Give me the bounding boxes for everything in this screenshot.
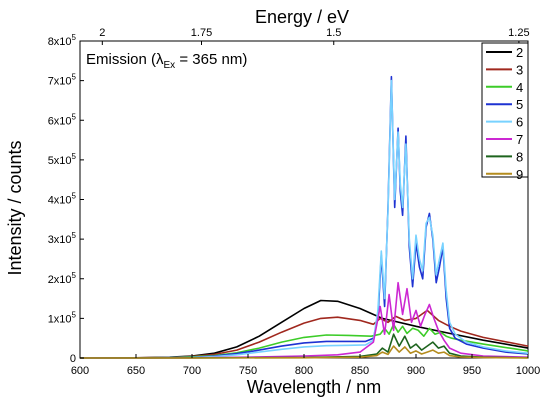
annotation-suffix: = 365 nm) <box>175 51 247 68</box>
x2-tick-label: 1.5 <box>326 27 341 39</box>
x-tick-label: 800 <box>295 365 313 377</box>
legend-label-7: 7 <box>516 132 523 147</box>
x-tick-label: 750 <box>239 365 257 377</box>
plot-frame-group <box>79 40 529 359</box>
legend-label-9: 9 <box>516 167 523 182</box>
legend-label-8: 8 <box>516 149 523 164</box>
emission-annotation: Emission (λEx = 365 nm) <box>86 51 247 71</box>
series-8-line <box>79 333 529 359</box>
y-tick-label: 5x105 <box>48 152 77 167</box>
x-axis-title: Wavelength / nm <box>247 377 381 397</box>
series-3-line <box>79 309 529 359</box>
x2-tick-label: 2 <box>99 27 105 39</box>
y-tick-label: 6x105 <box>48 112 77 127</box>
x-tick-label: 600 <box>71 365 89 377</box>
annotation-subscript: Ex <box>164 60 176 71</box>
annotation-symbol: λ <box>156 51 164 68</box>
y-tick-label: 8x105 <box>48 33 77 48</box>
y-tick-label: 4x105 <box>48 192 77 207</box>
legend: 2 3 4 5 6 7 8 9 <box>481 42 529 182</box>
legend-label-4: 4 <box>516 80 523 95</box>
series-group <box>79 75 529 359</box>
x2-axis-title: Energy / eV <box>255 7 349 27</box>
y-tick-label: 2x105 <box>48 271 77 286</box>
legend-label-2: 2 <box>516 45 523 60</box>
ticks-group: 600 650 700 750 800 850 900 950 1000 0 1x105 2x105 3… <box>48 27 541 377</box>
x-tick-label: 650 <box>127 365 145 377</box>
x2-tick-label: 1.75 <box>191 27 212 39</box>
legend-label-6: 6 <box>516 115 523 130</box>
legend-label-3: 3 <box>516 62 523 77</box>
annotation-prefix: Emission ( <box>86 51 156 68</box>
x-tick-label: 900 <box>407 365 425 377</box>
x-tick-label: 950 <box>463 365 481 377</box>
series-2-line <box>79 299 529 359</box>
y-tick-label: 7x105 <box>48 73 77 88</box>
x2-tick-label: 1.25 <box>508 27 529 39</box>
y-axis-title: Intensity / counts <box>5 140 25 275</box>
x-tick-label: 850 <box>351 365 369 377</box>
plot-frame <box>79 40 529 359</box>
series-5-line <box>79 75 529 359</box>
x-tick-label: 700 <box>183 365 201 377</box>
series-7-line <box>79 281 529 359</box>
y-tick-label: 1x105 <box>48 310 77 325</box>
x-tick-label: 1000 <box>516 365 540 377</box>
legend-label-5: 5 <box>516 97 523 112</box>
legend-box <box>481 42 529 178</box>
y-tick-label: 3x105 <box>48 231 77 246</box>
y-tick-label: 0 <box>70 353 76 365</box>
series-9-line <box>80 345 529 359</box>
series-6-line <box>79 79 529 359</box>
